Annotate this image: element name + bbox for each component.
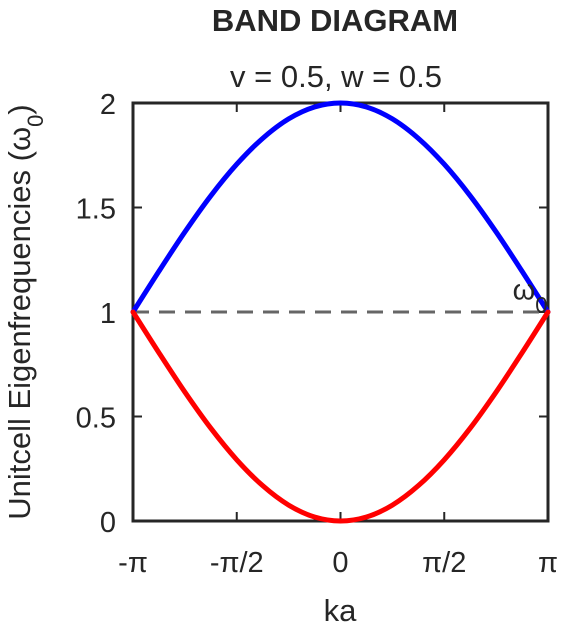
- y-tick-label: 1: [100, 298, 116, 330]
- chart-subtitle: v = 0.5, w = 0.5: [230, 59, 442, 94]
- series-line-upper-band: [130, 100, 551, 315]
- y-axis-label-subscript: 0: [23, 115, 48, 127]
- x-tick-label: π/2: [422, 547, 466, 579]
- series-line-lower-band: [130, 309, 551, 524]
- chart-title: BAND DIAGRAM: [212, 3, 458, 38]
- x-tick-label: π: [538, 547, 558, 579]
- y-tick-label: 1.5: [76, 194, 116, 226]
- x-tick-label: 0: [332, 547, 348, 579]
- x-tick-label: -π/2: [210, 547, 264, 579]
- x-tick-label: -π: [118, 547, 148, 579]
- y-axis-label-main: Unitcell Eigenfrequencies (ω: [2, 127, 37, 520]
- y-tick-label: 2: [100, 89, 116, 121]
- x-axis-label: ka: [324, 593, 358, 628]
- y-tick-label: 0: [100, 507, 116, 539]
- y-axis-label: Unitcell Eigenfrequencies (ω0): [2, 104, 48, 520]
- y-axis-label-close: ): [2, 104, 37, 114]
- omega0-annotation: ω0: [513, 275, 548, 318]
- omega0-subscript: 0: [535, 292, 547, 317]
- y-tick-label: 0.5: [76, 403, 116, 435]
- omega0-symbol: ω: [513, 275, 536, 307]
